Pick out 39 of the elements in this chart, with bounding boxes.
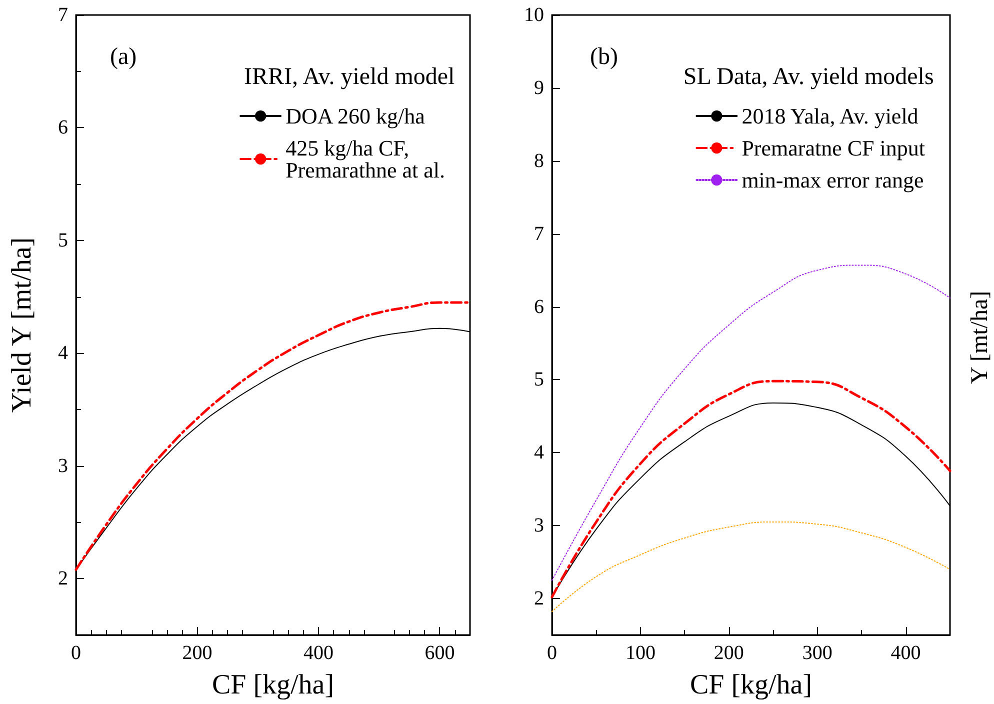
x-tick-label: 0 [547,642,557,664]
y-tick-label: 2 [58,568,68,590]
x-tick-label: 0 [71,642,81,664]
x-axis-title: CF [kg/ha] [212,670,334,700]
y-axis-title: Y [mt/ha] [967,290,993,384]
y-tick-label: 10 [524,4,544,26]
x-tick-label: 600 [424,642,455,664]
legend-label: 2018 Yala, Av. yield [742,104,918,128]
y-tick-label: 6 [534,296,544,318]
legend-label: DOA 260 kg/ha [286,104,426,128]
y-tick-label: 3 [534,514,544,537]
y-tick-label: 7 [58,4,68,26]
y-tick-label: 3 [58,454,68,477]
legend-title: SL Data, Av. yield models [683,64,934,90]
line-series [552,521,950,612]
x-tick-label: 200 [714,642,744,664]
y-axis-title: Yield Y [mt/ha] [6,237,38,413]
x-tick-label: 400 [890,642,921,664]
annotation: (a) [110,44,137,70]
y-tick-label: 6 [58,116,68,139]
y-tick-label: 5 [534,368,544,391]
x-axis-title: CF [kg/ha] [690,670,812,700]
legend-label: Premaratne CF input [742,136,926,160]
legend-label: min-max error range [742,168,924,192]
x-tick-label: 200 [182,642,212,664]
y-tick-label: 9 [534,76,544,99]
annotation: (b) [590,44,618,70]
y-tick-label: 7 [534,222,544,245]
legend-label: 425 kg/ha CF, Premarathne at al. [286,136,446,182]
y-tick-label: 4 [534,442,544,464]
y-tick-label: 4 [58,342,68,364]
y-tick-label: 2 [534,588,544,610]
x-tick-label: 400 [303,642,334,664]
legend-title: IRRI, Av. yield model [244,64,456,90]
x-tick-label: 300 [802,642,832,664]
y-tick-label: 8 [534,150,544,172]
y-tick-label: 5 [58,229,68,252]
x-tick-label: 100 [625,642,656,664]
line-series [552,264,950,581]
